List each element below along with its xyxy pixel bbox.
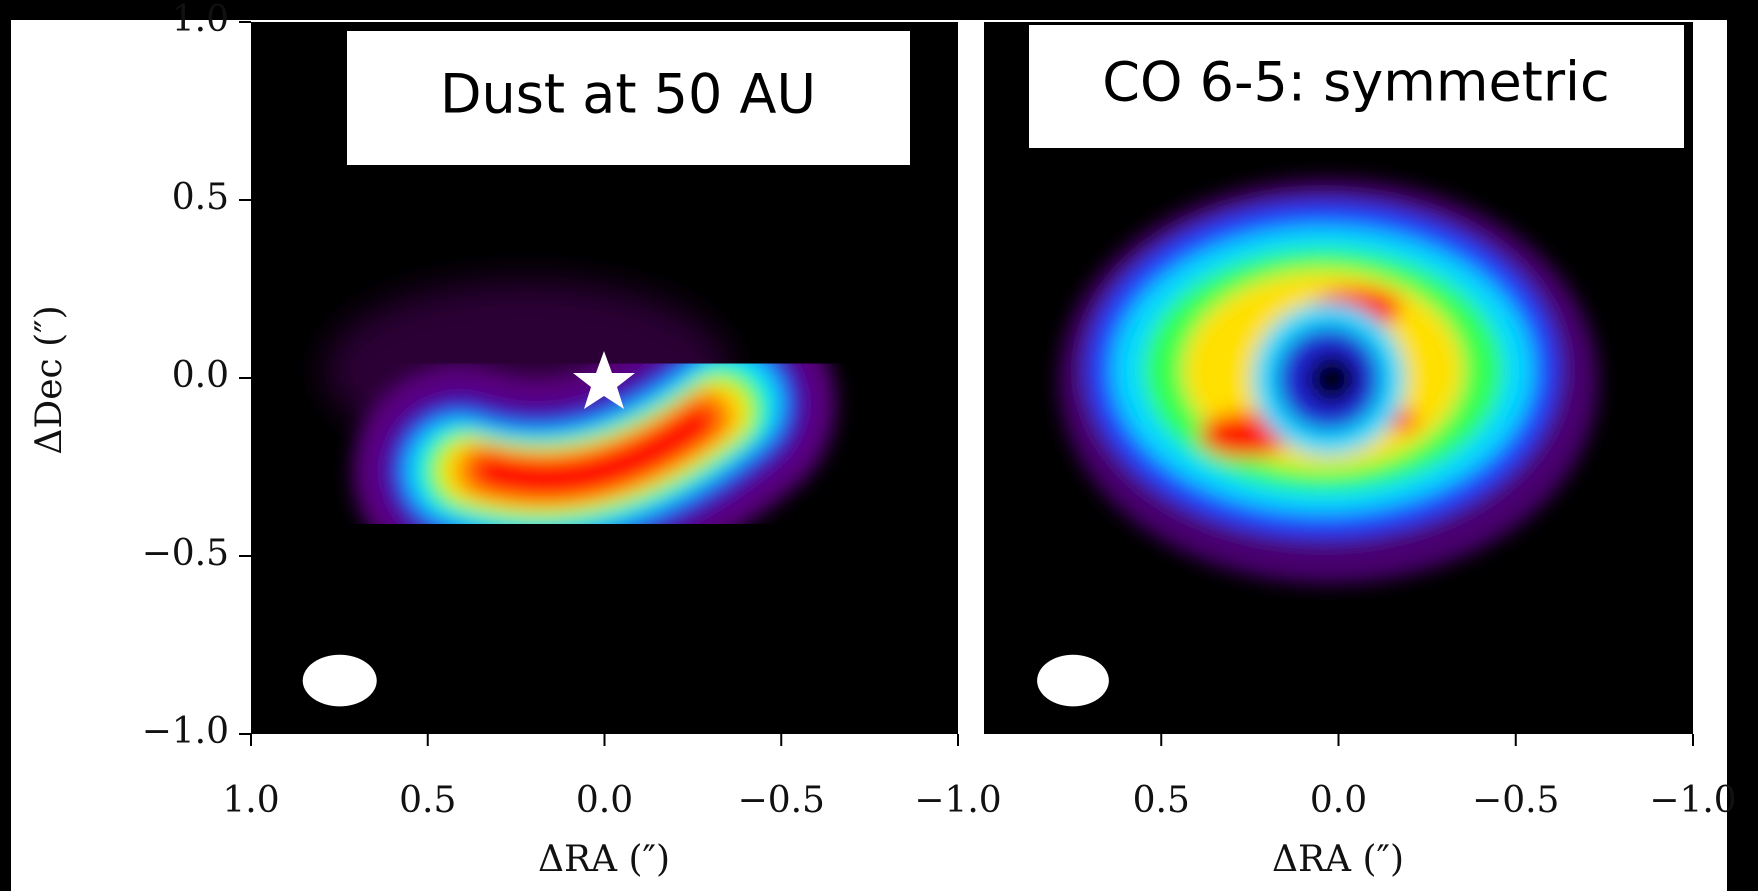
y-tick-label: 0.0 bbox=[172, 355, 229, 396]
x-tick-label: 0.0 bbox=[1310, 780, 1367, 821]
y-axis-label: ΔDec (″) bbox=[29, 305, 70, 454]
frame-left bbox=[0, 0, 11, 891]
frame-top bbox=[0, 0, 1758, 20]
x-tick-label: 0.5 bbox=[399, 780, 456, 821]
co-emission bbox=[1037, 179, 1598, 707]
y-tick-label: 1.0 bbox=[172, 0, 229, 40]
x-tick-label: −1.0 bbox=[1649, 780, 1736, 821]
panel-title: CO 6-5: symmetric bbox=[1102, 51, 1610, 114]
x-tick-label: −0.5 bbox=[738, 780, 825, 821]
x-tick-label: −1.0 bbox=[914, 780, 1001, 821]
x-tick-label: 0.5 bbox=[1133, 780, 1190, 821]
title-box bbox=[347, 31, 910, 165]
x-tick-label: −0.5 bbox=[1472, 780, 1559, 821]
x-tick-label: 0.0 bbox=[576, 780, 633, 821]
star-marker bbox=[573, 351, 635, 409]
y-tick-label: 0.5 bbox=[172, 177, 229, 218]
title-box bbox=[1029, 25, 1684, 148]
x-tick-label: 1.0 bbox=[222, 780, 279, 821]
dust-emission bbox=[302, 280, 836, 707]
y-tick-label: −0.5 bbox=[142, 533, 229, 574]
panel-title: Dust at 50 AU bbox=[440, 63, 816, 126]
x-axis-label: ΔRA (″) bbox=[1272, 839, 1404, 880]
x-axis-label: ΔRA (″) bbox=[538, 839, 670, 880]
frame-right bbox=[1727, 0, 1758, 891]
y-tick-label: −1.0 bbox=[142, 711, 229, 752]
